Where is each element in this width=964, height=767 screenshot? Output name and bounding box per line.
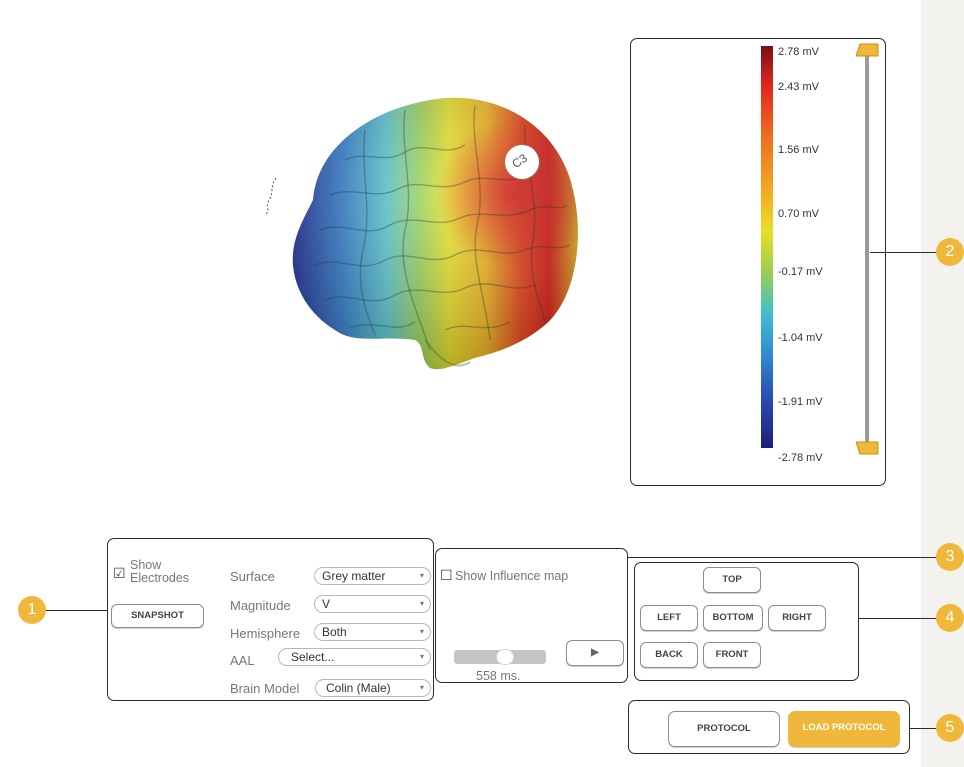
- callout-4: 4: [936, 604, 964, 632]
- cerebellum-shadow: [424, 339, 471, 367]
- range-slider-min-handle[interactable]: [856, 440, 880, 456]
- sensor-marker-trace: [265, 177, 277, 215]
- callout-3: 3: [936, 543, 964, 571]
- view-front-button[interactable]: FRONT: [703, 642, 761, 668]
- play-icon: ▶: [591, 647, 599, 658]
- surface-select[interactable]: Grey matter ▾: [314, 567, 431, 585]
- magnitude-value: V: [322, 597, 331, 611]
- chevron-down-icon: ▾: [419, 652, 424, 661]
- range-slider-track[interactable]: [865, 55, 869, 445]
- time-readout: 558 ms.: [476, 669, 521, 683]
- aal-value: Select...: [291, 650, 335, 664]
- callout-5: 5: [936, 714, 964, 742]
- show-electrodes-label: Show Electrodes: [130, 558, 190, 585]
- hemisphere-label: Hemisphere: [230, 626, 301, 641]
- protocol-button[interactable]: PROTOCOL: [668, 711, 780, 747]
- snapshot-button[interactable]: SNAPSHOT: [111, 604, 204, 628]
- chevron-down-icon: ▾: [419, 599, 424, 608]
- brain-gyri: [314, 104, 571, 351]
- chevron-down-icon: ▾: [419, 683, 424, 692]
- show-influence-checkbox[interactable]: ☐: [440, 567, 453, 583]
- colorbar-tick-2: 1.56 mV: [778, 144, 819, 156]
- range-slider-max-handle[interactable]: [856, 42, 880, 58]
- view-left-button[interactable]: LEFT: [640, 605, 698, 631]
- hemisphere-select[interactable]: Both ▾: [314, 623, 431, 641]
- surface-value: Grey matter: [322, 569, 386, 583]
- time-slider-thumb[interactable]: [496, 649, 514, 665]
- chevron-down-icon: ▾: [419, 627, 424, 636]
- callout-1: 1: [18, 596, 46, 624]
- view-back-button[interactable]: BACK: [640, 642, 698, 668]
- view-bottom-button[interactable]: BOTTOM: [703, 605, 763, 631]
- play-button[interactable]: ▶: [566, 640, 624, 666]
- hemisphere-value: Both: [322, 625, 347, 639]
- view-right-button[interactable]: RIGHT: [768, 605, 826, 631]
- colorbar-panel: [630, 38, 886, 486]
- magnitude-label: Magnitude: [230, 598, 291, 613]
- show-electrodes-checkbox[interactable]: ☑: [113, 565, 126, 581]
- magnitude-select[interactable]: V ▾: [314, 595, 431, 613]
- aal-label: AAL: [230, 653, 255, 668]
- colorbar-tick-4: -0.17 mV: [778, 266, 823, 278]
- colorbar-tick-6: -1.91 mV: [778, 396, 823, 408]
- brain-model-label: Brain Model: [230, 681, 300, 696]
- brain-3d-view[interactable]: [255, 90, 595, 380]
- colorbar-tick-3: 0.70 mV: [778, 208, 819, 220]
- colorbar-tick-0: 2.78 mV: [778, 46, 819, 58]
- load-protocol-button[interactable]: LOAD PROTOCOL: [788, 711, 900, 747]
- chevron-down-icon: ▾: [419, 571, 424, 580]
- colorbar-tick-5: -1.04 mV: [778, 332, 823, 344]
- callout-1-line: [44, 610, 108, 612]
- brain-model-select[interactable]: Colin (Male) ▾: [315, 679, 431, 697]
- brain-model-value: Colin (Male): [326, 681, 391, 695]
- colorbar-tick-1: 2.43 mV: [778, 81, 819, 93]
- show-influence-label: Show Influence map: [455, 569, 569, 583]
- callout-3-line: [628, 557, 938, 559]
- view-top-button[interactable]: TOP: [703, 567, 761, 593]
- electrode-c3[interactable]: C3: [505, 145, 539, 179]
- surface-label: Surface: [230, 569, 275, 584]
- colorbar-gradient: [761, 46, 773, 448]
- callout-2: 2: [936, 238, 964, 266]
- electrode-c3-label: C3: [509, 150, 530, 172]
- aal-select[interactable]: Select... ▾: [278, 648, 431, 666]
- callout-4-line: [859, 618, 938, 620]
- callout-2-line: [870, 252, 938, 254]
- callout-5-line: [910, 728, 938, 730]
- colorbar-tick-7: -2.78 mV: [778, 452, 823, 464]
